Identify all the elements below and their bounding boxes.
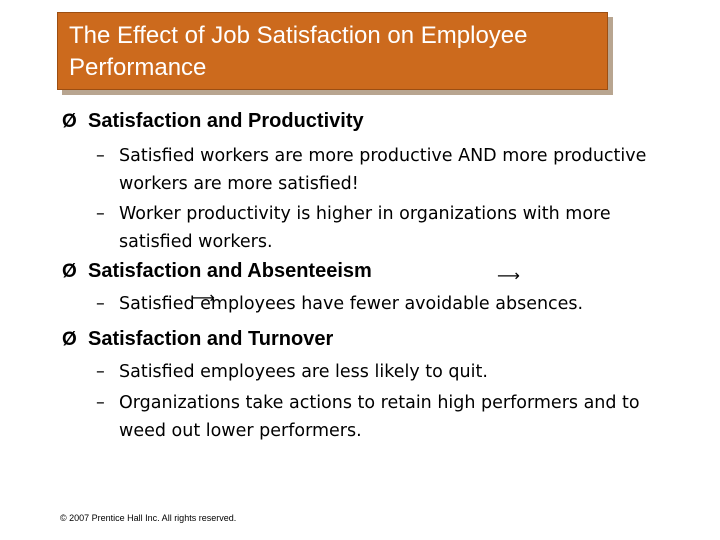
dash-marker: – — [96, 294, 105, 314]
section-heading-turnover: Ø Satisfaction and Turnover — [62, 325, 333, 353]
slide-title: The Effect of Job Satisfaction on Employ… — [69, 22, 528, 81]
sub-point-text: Satisfied workers are more productive AN… — [119, 146, 647, 194]
section-heading-productivity: Ø Satisfaction and Productivity — [62, 107, 364, 135]
arrowhead-bullet-icon: Ø — [62, 111, 77, 132]
section-heading-text: Satisfaction and Productivity — [88, 110, 364, 132]
title-banner: The Effect of Job Satisfaction on Employ… — [57, 12, 608, 90]
section-heading-text: Satisfaction and Absenteeism — [88, 260, 372, 282]
arrowhead-bullet-icon: Ø — [62, 261, 77, 282]
sub-point-text: Worker productivity is higher in organiz… — [119, 204, 611, 252]
right-arrow-icon: ⟶ — [497, 266, 520, 285]
dash-marker: – — [96, 204, 105, 224]
section-heading-text: Satisfaction and Turnover — [88, 328, 334, 350]
sub-point: – Worker productivity is higher in organ… — [96, 200, 656, 256]
sub-point-text: Satisfied employees are less likely to q… — [119, 362, 488, 382]
dash-marker: – — [96, 146, 105, 166]
section-heading-absenteeism: Ø Satisfaction and Absenteeism — [62, 257, 372, 285]
sub-point-text: Satisfied employees have fewer avoidable… — [119, 294, 584, 314]
dash-marker: – — [96, 362, 105, 382]
sub-point: – Satisfied workers are more productive … — [96, 142, 656, 198]
copyright-footer: © 2007 Prentice Hall Inc. All rights res… — [60, 513, 237, 523]
arrowhead-bullet-icon: Ø — [62, 329, 77, 350]
sub-point-text: Organizations take actions to retain hig… — [119, 393, 640, 441]
right-arrow-icon: ⟶ — [192, 288, 215, 307]
sub-point: – Satisfied employees are less likely to… — [96, 358, 656, 386]
sub-point: – Organizations take actions to retain h… — [96, 389, 656, 445]
sub-point: – Satisfied employees have fewer avoidab… — [96, 290, 656, 318]
dash-marker: – — [96, 393, 105, 413]
